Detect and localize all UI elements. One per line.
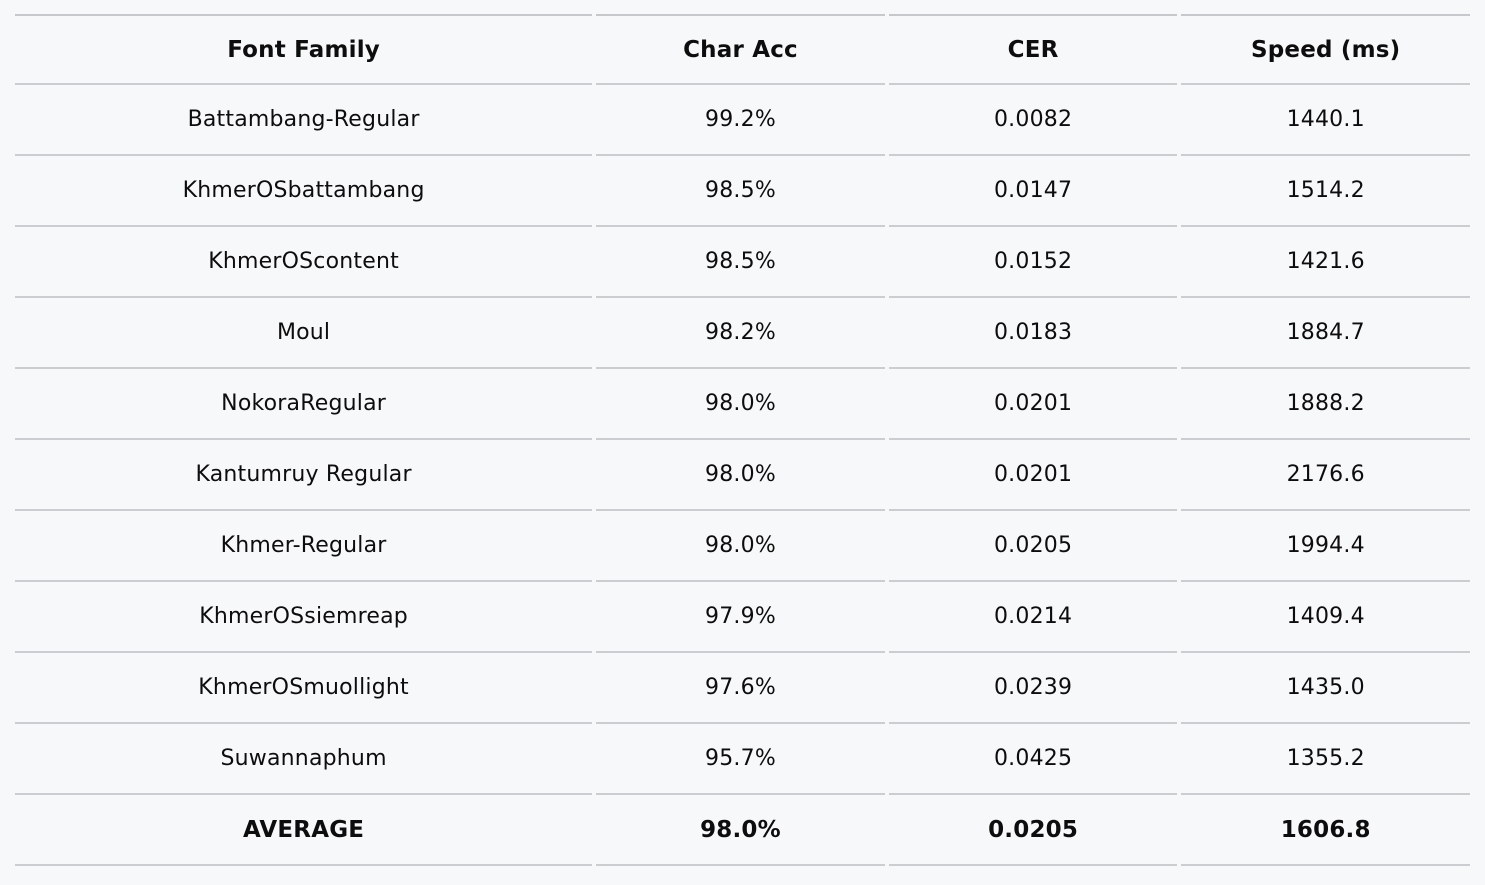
cell-font-family: Battambang-Regular — [15, 85, 593, 156]
cell-cer: 0.0082 — [888, 85, 1178, 156]
cell-speed: 1514.2 — [1181, 156, 1470, 227]
cell-char-acc: 98.5% — [596, 227, 885, 298]
cell-speed: 1606.8 — [1181, 795, 1470, 866]
cell-font-family: NokoraRegular — [15, 369, 593, 440]
column-header-font-family: Font Family — [15, 14, 593, 85]
cell-font-family: KhmerOSsiemreap — [15, 582, 593, 653]
cell-speed: 1421.6 — [1181, 227, 1470, 298]
table-row: NokoraRegular 98.0% 0.0201 1888.2 — [15, 369, 1470, 440]
cell-char-acc: 98.0% — [596, 369, 885, 440]
column-header-speed: Speed (ms) — [1181, 14, 1470, 85]
cell-font-family: KhmerOSmuollight — [15, 653, 593, 724]
cell-char-acc: 99.2% — [596, 85, 885, 156]
cell-cer: 0.0425 — [888, 724, 1178, 795]
average-row: AVERAGE 98.0% 0.0205 1606.8 — [15, 795, 1470, 866]
column-header-char-acc: Char Acc — [596, 14, 885, 85]
cell-font-family: Suwannaphum — [15, 724, 593, 795]
cell-speed: 2176.6 — [1181, 440, 1470, 511]
table-row: Battambang-Regular 99.2% 0.0082 1440.1 — [15, 85, 1470, 156]
table-row: Moul 98.2% 0.0183 1884.7 — [15, 298, 1470, 369]
table-header: Font Family Char Acc CER Speed (ms) — [15, 14, 1470, 85]
cell-char-acc: 98.0% — [596, 795, 885, 866]
cell-cer: 0.0183 — [888, 298, 1178, 369]
cell-cer: 0.0201 — [888, 440, 1178, 511]
table-row: KhmerOSsiemreap 97.9% 0.0214 1409.4 — [15, 582, 1470, 653]
cell-speed: 1888.2 — [1181, 369, 1470, 440]
font-benchmark-table: Font Family Char Acc CER Speed (ms) Batt… — [11, 14, 1474, 866]
table-row: KhmerOSbattambang 98.5% 0.0147 1514.2 — [15, 156, 1470, 227]
cell-char-acc: 98.2% — [596, 298, 885, 369]
cell-font-family: Moul — [15, 298, 593, 369]
cell-char-acc: 95.7% — [596, 724, 885, 795]
cell-speed: 1994.4 — [1181, 511, 1470, 582]
cell-cer: 0.0152 — [888, 227, 1178, 298]
table-row: KhmerOScontent 98.5% 0.0152 1421.6 — [15, 227, 1470, 298]
cell-speed: 1440.1 — [1181, 85, 1470, 156]
cell-font-family: AVERAGE — [15, 795, 593, 866]
cell-speed: 1435.0 — [1181, 653, 1470, 724]
cell-font-family: Khmer-Regular — [15, 511, 593, 582]
cell-char-acc: 98.0% — [596, 511, 885, 582]
table-row: Khmer-Regular 98.0% 0.0205 1994.4 — [15, 511, 1470, 582]
cell-cer: 0.0147 — [888, 156, 1178, 227]
cell-cer: 0.0205 — [888, 795, 1178, 866]
cell-cer: 0.0239 — [888, 653, 1178, 724]
cell-speed: 1884.7 — [1181, 298, 1470, 369]
table-row: KhmerOSmuollight 97.6% 0.0239 1435.0 — [15, 653, 1470, 724]
cell-speed: 1409.4 — [1181, 582, 1470, 653]
cell-char-acc: 98.0% — [596, 440, 885, 511]
cell-cer: 0.0205 — [888, 511, 1178, 582]
column-header-cer: CER — [888, 14, 1178, 85]
cell-speed: 1355.2 — [1181, 724, 1470, 795]
header-row: Font Family Char Acc CER Speed (ms) — [15, 14, 1470, 85]
cell-font-family: KhmerOScontent — [15, 227, 593, 298]
table-body: Battambang-Regular 99.2% 0.0082 1440.1 K… — [15, 85, 1470, 866]
cell-cer: 0.0214 — [888, 582, 1178, 653]
cell-font-family: KhmerOSbattambang — [15, 156, 593, 227]
cell-char-acc: 97.9% — [596, 582, 885, 653]
cell-cer: 0.0201 — [888, 369, 1178, 440]
cell-char-acc: 98.5% — [596, 156, 885, 227]
table-row: Kantumruy Regular 98.0% 0.0201 2176.6 — [15, 440, 1470, 511]
cell-font-family: Kantumruy Regular — [15, 440, 593, 511]
table-row: Suwannaphum 95.7% 0.0425 1355.2 — [15, 724, 1470, 795]
cell-char-acc: 97.6% — [596, 653, 885, 724]
